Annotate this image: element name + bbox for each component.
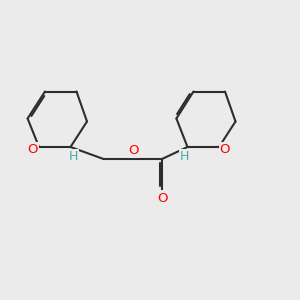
- Text: H: H: [180, 149, 189, 163]
- Text: O: O: [28, 143, 38, 156]
- Text: O: O: [220, 143, 230, 156]
- Text: O: O: [128, 144, 139, 157]
- Text: O: O: [157, 191, 167, 205]
- Text: H: H: [69, 149, 78, 163]
